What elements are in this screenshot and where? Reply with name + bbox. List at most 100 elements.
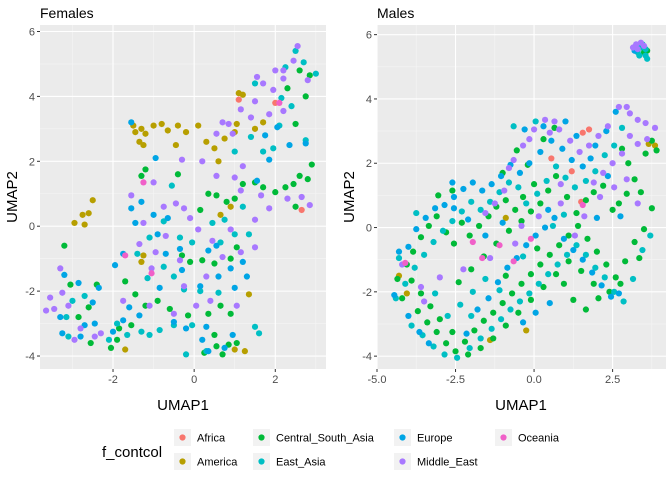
data-point: [416, 328, 423, 336]
data-point: [292, 47, 299, 55]
data-point: [653, 147, 660, 154]
legend-title: f_contcol: [102, 444, 162, 461]
data-point: [71, 336, 78, 343]
data-point: [562, 118, 569, 125]
data-point: [152, 154, 159, 162]
data-point: [67, 281, 74, 288]
data-point: [424, 319, 431, 326]
data-point: [410, 248, 417, 255]
data-point: [65, 333, 72, 340]
x-tick-labels: -2 0 2: [108, 369, 278, 386]
data-point: [251, 216, 259, 223]
x-tick-label: -2: [108, 374, 118, 386]
data-point: [199, 257, 206, 264]
data-point: [162, 250, 169, 257]
data-point: [480, 317, 487, 324]
data-point: [189, 322, 196, 329]
data-point: [245, 231, 253, 238]
data-point: [417, 234, 425, 241]
scatter-points: [391, 39, 660, 361]
data-point: [450, 240, 458, 247]
data-point: [457, 301, 464, 308]
data-point: [199, 336, 206, 343]
data-point: [502, 272, 509, 279]
data-point: [288, 103, 295, 110]
data-point: [515, 309, 522, 316]
data-point: [266, 156, 273, 163]
data-point: [231, 284, 238, 291]
data-point: [623, 176, 630, 183]
data-point: [626, 110, 633, 117]
data-point: [205, 348, 212, 355]
data-point: [292, 203, 299, 210]
data-point: [601, 152, 608, 159]
data-point: [468, 266, 475, 273]
data-point: [81, 292, 88, 300]
legend-item: Middle_East: [394, 453, 478, 470]
data-point: [486, 198, 494, 205]
data-point: [548, 155, 555, 162]
data-point: [128, 205, 135, 212]
data-point: [105, 336, 113, 343]
data-point: [479, 187, 486, 194]
data-point: [618, 124, 626, 131]
data-point: [209, 219, 216, 227]
data-point: [231, 231, 238, 238]
data-point: [563, 251, 571, 258]
data-point: [519, 319, 527, 326]
data-point: [166, 305, 173, 313]
data-point: [468, 312, 475, 320]
data-point: [639, 246, 646, 254]
data-point: [435, 192, 442, 199]
data-point: [142, 166, 149, 173]
data-point: [150, 179, 157, 186]
data-point: [488, 181, 495, 188]
data-point: [642, 150, 649, 157]
data-point: [213, 242, 220, 249]
data-point: [461, 338, 469, 345]
data-point: [496, 242, 503, 249]
data-point: [460, 266, 467, 273]
data-point: [227, 203, 234, 210]
data-point: [497, 173, 505, 180]
data-point: [51, 305, 58, 313]
data-point: [282, 184, 289, 191]
data-point: [573, 209, 580, 217]
data-point: [146, 331, 153, 339]
data-point: [312, 70, 319, 77]
y-tick-label: 6: [29, 26, 35, 38]
data-point: [122, 252, 129, 259]
data-point: [142, 130, 149, 137]
data-point: [636, 254, 643, 262]
series-oceania: [402, 201, 586, 267]
data-point: [132, 291, 139, 298]
legend-swatch: [399, 458, 406, 465]
legend-swatch: [179, 434, 186, 441]
series-central-south-asia: [61, 67, 315, 358]
data-point: [579, 256, 586, 263]
data-point: [306, 72, 313, 79]
data-point: [469, 179, 476, 186]
data-point: [510, 156, 517, 164]
x-tick-label: 0.0: [526, 374, 541, 386]
data-point: [403, 290, 410, 297]
data-point: [449, 187, 456, 194]
data-point: [170, 318, 177, 326]
data-point: [304, 176, 311, 183]
data-point: [541, 116, 549, 123]
data-point: [205, 247, 212, 254]
data-point: [611, 184, 618, 191]
data-point: [109, 328, 117, 335]
data-point: [623, 190, 630, 197]
data-point: [469, 238, 476, 246]
data-point: [499, 299, 506, 307]
data-point: [294, 42, 301, 50]
data-point: [160, 263, 167, 270]
data-point: [466, 232, 473, 239]
data-point: [571, 184, 579, 191]
data-point: [402, 280, 409, 287]
data-point: [625, 160, 632, 167]
data-point: [559, 145, 566, 152]
data-point: [432, 290, 439, 297]
series-oceania: [122, 99, 283, 277]
